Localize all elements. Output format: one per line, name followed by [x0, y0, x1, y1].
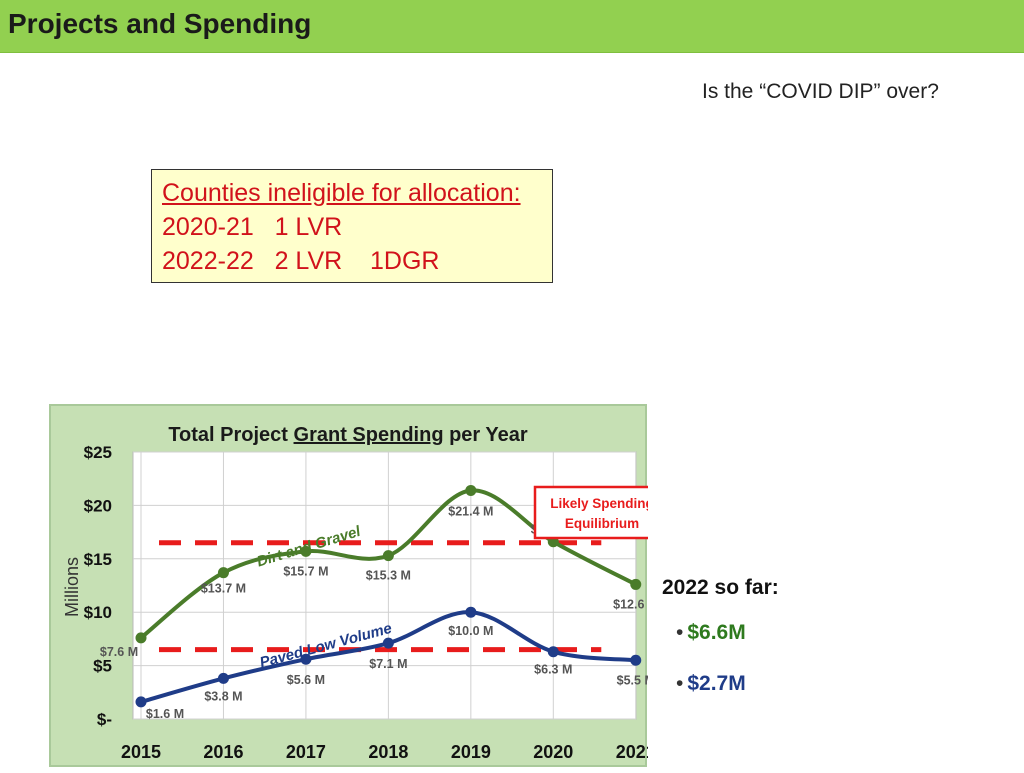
paved-low-volume-point — [300, 653, 312, 665]
x-tick-label: 2017 — [286, 742, 326, 762]
paved-low-volume-point — [465, 606, 477, 618]
dirt-gravel-point — [217, 567, 229, 579]
y-tick-label: $20 — [84, 496, 112, 515]
data-label: $15.3 M — [366, 569, 411, 583]
data-label: $5.5 M — [617, 673, 648, 687]
x-tick-label: 2021 — [616, 742, 648, 762]
chart-title-part: Total Project — [168, 424, 293, 446]
dirt-gravel-point — [135, 632, 147, 644]
spending-chart: Total Project Grant Spending per Year $25… — [48, 403, 672, 768]
dirt-gravel-point — [300, 545, 312, 557]
x-tick-label: 2019 — [451, 742, 491, 762]
so-far-paved-value: $2.7M — [687, 672, 746, 695]
y-tick-label: $- — [97, 710, 112, 729]
data-label: $5.6 M — [287, 673, 325, 687]
x-tick-label: 2016 — [203, 742, 243, 762]
covid-dip-question: Is the “COVID DIP” over? — [702, 80, 939, 103]
data-label: $15.7 M — [283, 564, 328, 578]
so-far-paved-bullet: • $2.7M — [676, 672, 746, 696]
y-tick-label: $25 — [84, 443, 112, 462]
ineligible-line-1: 2020-21 1 LVR — [162, 213, 343, 241]
so-far-label: 2022 so far: — [662, 576, 779, 599]
y-tick-label: $5 — [93, 657, 112, 676]
equilibrium-callout-line-2: Equilibrium — [565, 516, 639, 531]
paved-low-volume-point — [547, 646, 559, 658]
page-title: Projects and Spending — [8, 8, 312, 39]
equilibrium-callout-box — [533, 485, 672, 540]
chart-title-part: Grant Spending — [294, 424, 444, 446]
y-axis-label: Millions — [62, 557, 82, 617]
header-bar: Projects and Spending — [0, 0, 1024, 53]
ineligible-line-2: 2022-22 2 LVR 1DGR — [162, 247, 440, 275]
so-far-dirt-bullet: • $6.6M — [676, 621, 746, 645]
ineligible-counties-box: Counties ineligible for allocation: 2020… — [151, 169, 553, 283]
data-label: $13.7 M — [201, 582, 246, 596]
equilibrium-callout-line-1: Likely Spending — [550, 496, 648, 511]
data-label: $3.8 M — [204, 689, 242, 703]
ineligible-heading: Counties ineligible for allocation: — [162, 179, 521, 207]
dirt-gravel-point — [630, 578, 642, 590]
data-label: $1.6 M — [146, 707, 184, 721]
paved-low-volume-point — [135, 696, 147, 708]
paved-low-volume-point — [217, 672, 229, 684]
dirt-gravel-point — [382, 550, 394, 562]
bullet-icon: • — [676, 672, 684, 695]
chart-title-part: per Year — [444, 424, 528, 446]
bullet-icon: • — [676, 621, 684, 644]
so-far-dirt-value: $6.6M — [687, 621, 746, 644]
y-tick-label: $10 — [84, 603, 112, 622]
x-tick-label: 2020 — [533, 742, 573, 762]
chart-title: Total Project Grant Spending per Year — [168, 424, 528, 446]
paved-low-volume-point — [382, 637, 394, 649]
data-label: $6.3 M — [534, 663, 572, 677]
x-tick-label: 2018 — [368, 742, 408, 762]
y-tick-label: $15 — [84, 550, 112, 569]
data-label: $10.0 M — [448, 624, 493, 638]
paved-low-volume-point — [630, 654, 642, 666]
x-tick-label: 2015 — [121, 742, 161, 762]
data-label: $7.6 M — [100, 645, 138, 659]
data-label: $12.6 M — [613, 597, 648, 611]
spending-chart-svg: Total Project Grant Spending per Year $25… — [49, 404, 672, 767]
data-label: $21.4 M — [448, 504, 493, 518]
data-label: $7.1 M — [369, 657, 407, 671]
dirt-gravel-point — [465, 484, 477, 496]
